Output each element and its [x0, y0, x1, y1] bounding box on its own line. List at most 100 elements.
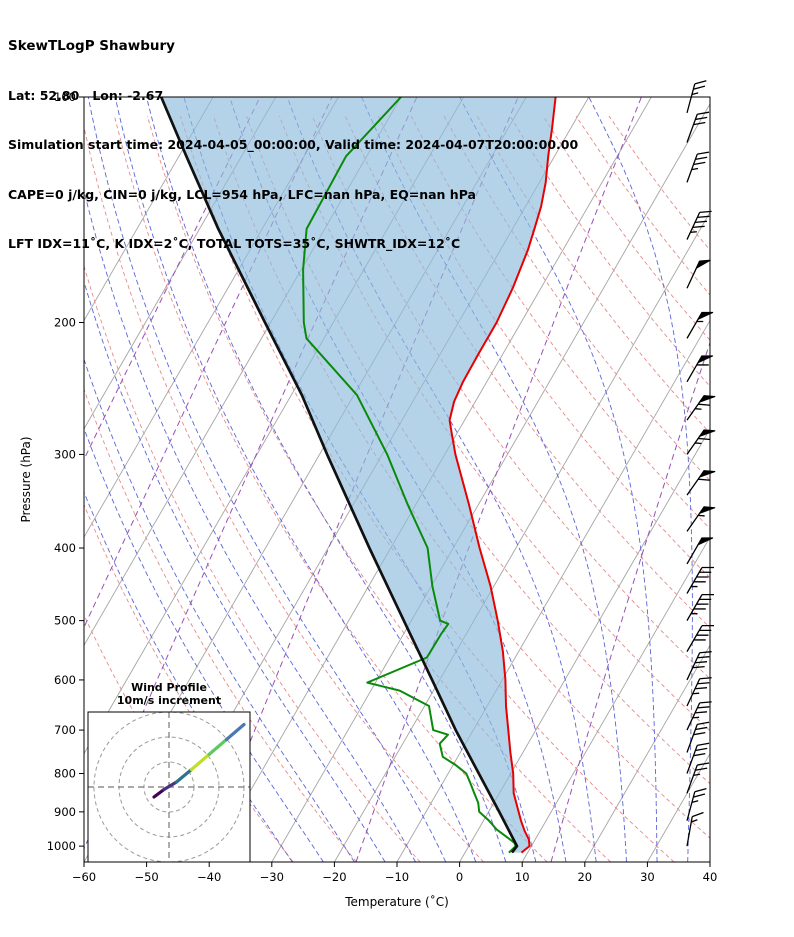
hodograph-subtitle: 10m/s increment	[117, 694, 221, 707]
barb-staff	[686, 593, 714, 621]
dry-adiabat-line	[443, 115, 710, 482]
wind-barb-icon	[686, 259, 711, 289]
x-tick-label: 30	[640, 870, 655, 884]
y-tick-label: 200	[54, 316, 76, 330]
isotherm-line	[271, 103, 710, 862]
x-tick-label: 10	[515, 870, 530, 884]
x-tick-label: −20	[322, 870, 346, 884]
moist-adiabat-line	[84, 491, 293, 862]
barb-staff	[686, 788, 707, 821]
x-tick-label: −40	[197, 870, 221, 884]
x-tick-label: 20	[577, 870, 592, 884]
barb-staff	[686, 355, 709, 383]
wind-barb-icon	[686, 788, 707, 821]
chart-title: SkewTLogP Shawbury	[8, 38, 175, 54]
wind-barb-icon	[686, 470, 716, 496]
location-line: Lat: 52.80 Lon: -2.67	[8, 87, 164, 103]
moist-adiabat-line	[84, 357, 355, 862]
hodograph-trace-segment	[189, 752, 211, 772]
moist-adiabat-line	[459, 97, 658, 862]
dry-adiabat-line	[344, 115, 710, 629]
dewpoint-curve	[302, 97, 517, 854]
barb-staff	[686, 506, 705, 532]
x-tick-label: −10	[385, 870, 409, 884]
barb-staff	[686, 470, 711, 496]
barb-staff	[686, 677, 712, 707]
moist-adiabat-line	[114, 97, 477, 862]
hodograph-title: Wind Profile	[131, 681, 207, 694]
moist-adiabat-line	[84, 427, 324, 862]
isotherm-line	[84, 97, 214, 322]
barb-staff	[686, 80, 707, 114]
hodograph-trace-segment	[207, 737, 229, 757]
wind-barb-icon	[686, 151, 710, 183]
wind-barb-icon	[686, 111, 710, 143]
dry-adiabat-line	[311, 115, 710, 680]
barb-staff	[686, 537, 703, 565]
temperature-curve	[448, 97, 557, 854]
y-tick-label: 100	[54, 90, 76, 104]
isotherm-line	[84, 97, 277, 430]
parcel-curve	[159, 97, 519, 854]
dry-adiabat-line	[84, 503, 294, 862]
wind-barb-icon	[686, 429, 716, 455]
wind-barb-icon	[686, 742, 710, 774]
mixing-ratio-line	[84, 97, 418, 851]
x-tick-label: −60	[72, 870, 96, 884]
dry-adiabat-line	[575, 115, 710, 296]
barb-staff	[686, 151, 710, 183]
barb-staff	[686, 566, 714, 594]
plot-area	[84, 97, 710, 862]
wind-barb-icon	[686, 762, 710, 794]
wind-barb-icon	[686, 210, 712, 240]
wind-barb-icon	[686, 651, 712, 681]
barb-staff	[686, 624, 715, 652]
barb-staff	[686, 111, 710, 143]
moist-adiabat-line	[87, 97, 447, 862]
y-tick-label: 700	[54, 723, 76, 737]
hodograph-trace-segment	[152, 787, 166, 799]
y-tick-label: 500	[54, 614, 76, 628]
dry-adiabat-line	[84, 388, 357, 862]
mixing-ratio-line	[84, 97, 333, 629]
barb-staff	[686, 260, 701, 289]
wind-barb-icon	[686, 701, 712, 731]
dry-adiabat-line	[84, 264, 421, 862]
wind-barb-icon	[686, 593, 714, 621]
y-axis-label: Pressure (hPa)	[19, 436, 33, 522]
y-tick-label: 900	[54, 805, 76, 819]
barb-staff	[686, 742, 710, 774]
y-tick-label: 400	[54, 541, 76, 555]
wind-barb-icon	[686, 566, 714, 594]
moist-adiabat-line	[588, 97, 693, 862]
y-tick-label: 800	[54, 767, 76, 781]
dry-adiabat-line	[179, 115, 675, 862]
mixing-ratio-line	[550, 341, 710, 862]
isotherm-line	[459, 427, 710, 862]
dry-adiabat-line	[84, 125, 484, 862]
x-tick-label: 0	[456, 870, 463, 884]
barb-staff	[686, 811, 704, 847]
wind-barb-icon	[686, 624, 715, 652]
stability-indices-line-1: CAPE=0 j/kg, CIN=0 j/kg, LCL=954 hPa, LF…	[8, 186, 476, 202]
times-line: Simulation start time: 2024-04-05_00:00:…	[8, 137, 579, 152]
axes: −60 −50 −40 −30 −20 −10 0 10 20 30 40 100 200 300 400 5…	[19, 90, 717, 909]
barb-staff	[686, 395, 711, 421]
isotherm-line	[334, 211, 710, 862]
cin-shaded-area	[161, 97, 556, 853]
y-tick-label: 300	[54, 447, 76, 461]
barb-staff	[686, 429, 711, 455]
isotherm-line	[647, 752, 710, 862]
wind-barb-icon	[686, 811, 704, 847]
moist-adiabat-line	[146, 97, 507, 862]
x-tick-label: −30	[260, 870, 284, 884]
hodograph-border	[87, 711, 251, 863]
wind-barb-icon	[686, 537, 714, 565]
hodograph-canvas	[88, 712, 250, 862]
wind-barb-icon	[686, 80, 707, 114]
y-tick-label: 1000	[47, 839, 76, 853]
isotherm-line	[584, 644, 710, 862]
isotherm-line	[709, 861, 710, 862]
